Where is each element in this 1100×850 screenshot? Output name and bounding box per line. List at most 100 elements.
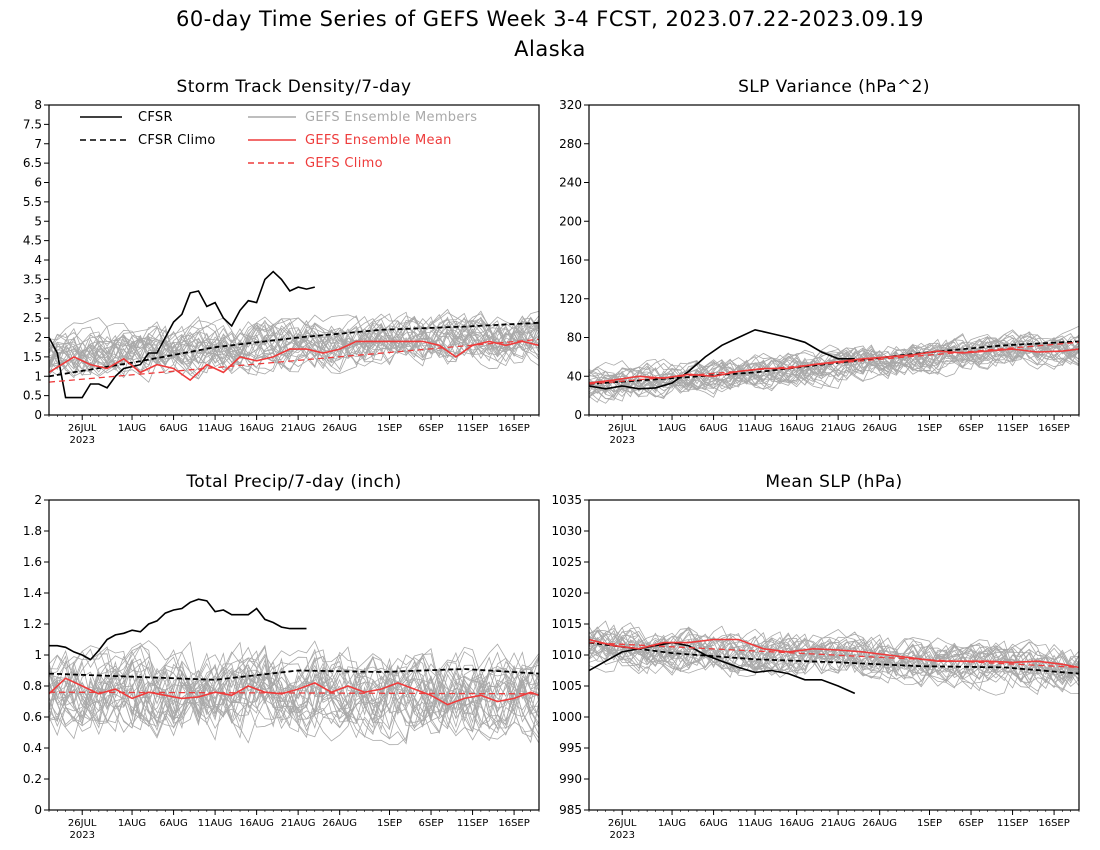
ensemble-member-line [589,639,1079,692]
y-tick-label: 320 [559,98,582,112]
x-tick-label: 16AUG [779,423,814,434]
y-tick-label: 0.8 [23,679,42,693]
x-tick-label: 26AUG [862,423,897,434]
y-tick-label: 120 [559,292,582,306]
y-tick-label: 4.5 [23,234,42,248]
y-tick-label: 2 [34,331,42,345]
y-tick-label: 7 [34,137,42,151]
y-tick-label: 1 [34,648,42,662]
ensemble-member-line [589,626,1079,686]
y-tick-label: 5.5 [23,195,42,209]
x-tick-label: 21AUG [821,423,856,434]
x-tick-label: 11SEP [457,423,488,434]
panel-1: Storm Track Density/7-day 0 0.5 1 1.5 2 2.5 3 3.… [23,77,540,446]
y-tick-label: 280 [559,137,582,151]
y-tick-label: 3 [34,292,42,306]
x-tick-label: 1AUG [118,818,146,829]
series-gefs-climo [49,338,539,383]
x-tick-label: 6SEP [959,423,984,434]
ensemble-member-line [49,663,539,744]
panel-2: SLP Variance (hPa^2) 0 40 80 120 160 200 240 280… [559,77,1080,446]
panel-title: Mean SLP (hPa) [765,472,902,492]
x-tick-label: 1SEP [917,423,942,434]
x-tick-label: 11SEP [997,423,1028,434]
legend: CFSR CFSR Climo GEFS Ensemble Members GEFS … [80,110,477,171]
x-tick-label: 6AUG [699,423,727,434]
x-tick-label: 16SEP [1038,818,1069,829]
series-gefs-climo [49,691,539,695]
y-tick-label: 6 [34,176,42,190]
ensemble-member-line [49,316,539,380]
y-tick-label: 0.2 [23,772,42,786]
panel-title: SLP Variance (hPa^2) [738,77,930,97]
ensemble-member-line [49,649,539,740]
y-tick-label: 1015 [551,617,582,631]
x-tick-label: 16SEP [1038,423,1069,434]
plot-area [589,325,1079,404]
legend-label: GEFS Ensemble Members [305,110,477,125]
y-tick-label: 8 [34,98,42,112]
ensemble-member-line [589,620,1079,689]
x-tick-label: 11AUG [198,423,233,434]
ensemble-member-line [49,646,539,739]
y-tick-label: 995 [559,741,582,755]
x-tick-label: 16SEP [498,818,529,829]
x-tick-label: 11SEP [457,818,488,829]
series-ens-mean [589,638,1079,669]
y-tick-label: 0.4 [23,741,42,755]
x-tick-label: 16AUG [239,423,274,434]
x-tick-label: 26JUL [608,423,637,434]
series-cfsr-climo [49,321,539,378]
x-tick-label: 6SEP [419,423,444,434]
y-tick-label: 1020 [551,586,582,600]
series-cfsr-climo [49,668,539,681]
ensemble-member-line [589,629,1079,679]
plot-area [49,270,539,399]
series-cfsr [589,641,856,695]
x-tick-label: 26JUL [68,423,97,434]
y-tick-label: 6.5 [23,156,42,170]
y-tick-label: 2 [34,493,42,507]
ensemble-member-line [49,312,539,375]
y-tick-label: 2.5 [23,311,42,325]
x-tick-label: 1AUG [658,818,686,829]
x-tick-label: 6AUG [159,423,187,434]
panel-4: Mean SLP (hPa) 985 990 995 1000 1005 1010 1015 1… [551,472,1080,841]
y-tick-label: 0 [34,803,42,817]
x-tick-label: 1SEP [377,423,402,434]
plot-frame [48,499,540,811]
series-cfsr [589,328,855,390]
x-tick-year: 2023 [609,435,634,446]
x-tick-label: 26JUL [608,818,637,829]
y-tick-label: 1.8 [23,524,42,538]
x-tick-label: 16AUG [239,818,274,829]
y-tick-label: 1000 [551,710,582,724]
y-tick-label: 1.4 [23,586,42,600]
x-tick-label: 21AUG [821,818,856,829]
ensemble-member-line [589,626,1079,690]
y-tick-label: 1.2 [23,617,42,631]
ensemble-member-line [49,316,539,377]
y-tick-label: 985 [559,803,582,817]
ensemble-member-line [49,644,539,744]
x-tick-label: 6SEP [419,818,444,829]
series-ens-mean [49,677,539,706]
y-tick-label: 160 [559,253,582,267]
ensemble-member-line [589,629,1079,691]
ensemble-member-line [589,631,1079,681]
y-tick-label: 0 [34,408,42,422]
y-tick-label: 5 [34,214,42,228]
x-tick-label: 6SEP [959,818,984,829]
y-tick-label: 990 [559,772,582,786]
y-tick-label: 1035 [551,493,582,507]
ensemble-member-line [49,321,539,379]
ensemble-member-line [49,648,539,736]
x-tick-label: 21AUG [281,423,316,434]
x-tick-label: 16AUG [779,818,814,829]
plot-area [589,620,1079,696]
series-gefs-climo [589,641,1079,669]
ensemble-member-line [589,332,1079,392]
figure-title: 60-day Time Series of GEFS Week 3-4 FCST… [176,7,924,31]
y-tick-label: 1010 [551,648,582,662]
